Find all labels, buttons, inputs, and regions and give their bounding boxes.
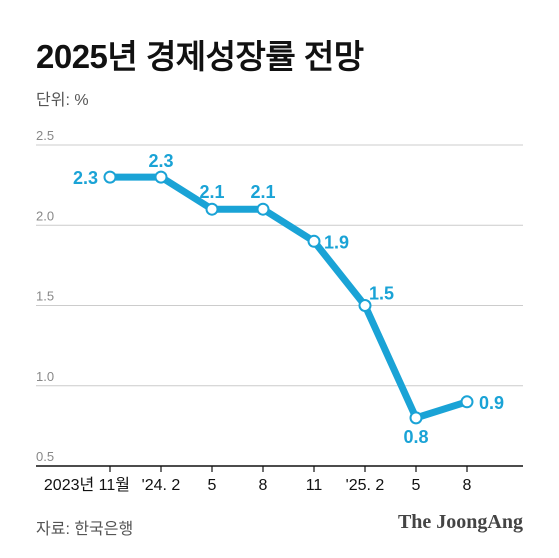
series-line (106, 173, 471, 422)
x-tick-label: 5 (412, 477, 421, 494)
data-point (154, 170, 168, 184)
data-label: 0.9 (479, 393, 504, 413)
brand-logo: The JoongAng (397, 511, 523, 533)
x-tick-label: 11 (306, 477, 323, 494)
x-tick-label: 8 (259, 477, 268, 494)
x-tick-label: '24. 2 (142, 477, 181, 494)
x-tick-label: 5 (208, 477, 217, 494)
chart-title: 2025년 경제성장률 전망 (36, 38, 364, 75)
data-label: 2.3 (148, 151, 173, 171)
data-label: 2.1 (250, 182, 275, 202)
data-label: 2.3 (73, 168, 98, 188)
data-label: 2.1 (199, 182, 224, 202)
data-label: 1.5 (369, 284, 394, 304)
x-tick-label: 2023년 11월 (44, 476, 130, 494)
y-tick-label: 2.5 (36, 128, 54, 143)
source-label: 자료: 한국은행 (36, 521, 134, 538)
data-point (358, 299, 372, 312)
x-tick-label: '25. 2 (346, 477, 385, 494)
data-point (307, 234, 321, 248)
y-tick-label: 0.5 (36, 449, 54, 464)
data-point (409, 411, 423, 425)
y-tick-label: 1.0 (36, 369, 54, 384)
data-point (460, 395, 474, 409)
y-tick-label: 2.0 (36, 208, 54, 223)
data-label: 0.8 (403, 427, 428, 447)
data-point (103, 170, 117, 184)
unit-label: 단위: % (36, 92, 89, 109)
data-point (205, 202, 219, 216)
data-point (256, 202, 270, 216)
data-label: 1.9 (324, 232, 349, 252)
y-tick-label: 1.5 (36, 289, 54, 304)
x-tick-label: 8 (463, 477, 472, 494)
